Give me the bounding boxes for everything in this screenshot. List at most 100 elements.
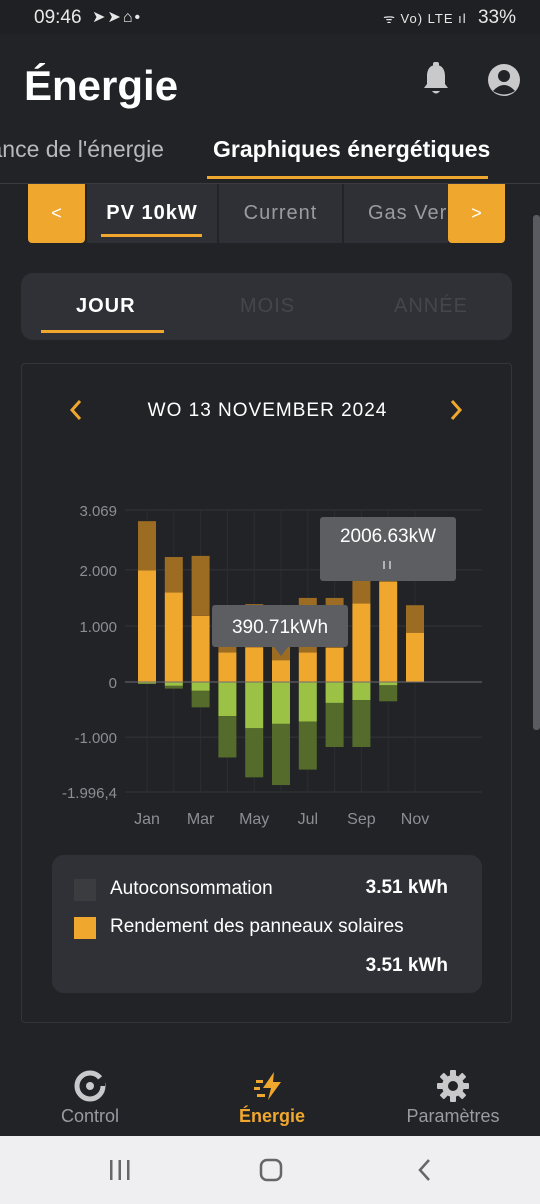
bar-self-consumption	[191, 682, 210, 691]
bar-self-consumption	[164, 682, 183, 686]
legend-value: 3.51 kWh	[365, 955, 448, 976]
device-selector: < PV 10kW Current Gas Ver >	[28, 184, 505, 243]
nav-energy[interactable]: Énergie	[182, 1060, 362, 1136]
bar-production-extra	[406, 605, 424, 633]
bar-self-consumption	[218, 682, 237, 717]
bar-production-extra	[164, 557, 183, 593]
battery-level: 33%	[477, 7, 516, 28]
status-time: 09:46	[34, 7, 82, 28]
bar-solar-yield	[352, 603, 371, 682]
bar-solar-yield	[138, 570, 156, 682]
bar-solar-yield	[325, 647, 344, 682]
active-period-indicator	[41, 330, 164, 333]
bar-solar-yield	[191, 615, 210, 682]
device-prev-button[interactable]: <	[28, 184, 85, 243]
tooltip-box	[212, 605, 348, 647]
bar-self-consumption	[325, 682, 344, 703]
period-year[interactable]: ANNÉE	[394, 295, 468, 317]
device-chip-current[interactable]: Current	[219, 184, 342, 243]
bar-solar-yield	[406, 632, 424, 682]
dot-icon: •	[134, 9, 143, 26]
chevron-left-icon[interactable]	[66, 396, 86, 424]
y-tick-label: 2.000	[79, 563, 117, 580]
x-tick-label: Sep	[347, 811, 376, 828]
period-month[interactable]: MOIS	[240, 295, 296, 317]
legend-swatch	[74, 879, 96, 901]
active-tab-indicator	[207, 176, 488, 179]
account-icon[interactable]	[486, 62, 522, 98]
active-device-indicator	[101, 234, 202, 237]
bar-grid-import	[164, 685, 183, 689]
scrollbar[interactable]	[533, 215, 540, 730]
signal-icon: ᯤ Vo) LTE ıl	[383, 11, 467, 26]
bar-self-consumption	[379, 682, 398, 686]
x-tick-label: Jan	[134, 811, 160, 828]
back-icon[interactable]	[410, 1156, 440, 1184]
bar-self-consumption	[138, 682, 156, 684]
system-navigation-bar	[0, 1136, 540, 1204]
date-navigator: WO 13 NOVEMBER 2024	[22, 394, 513, 430]
bar-solar-yield	[245, 647, 264, 682]
bar-production-extra	[138, 521, 156, 571]
y-tick-label: -1.000	[74, 730, 117, 747]
y-tick-label: 1.000	[79, 619, 117, 636]
page-title: Énergie	[24, 62, 179, 109]
bar-self-consumption	[352, 682, 371, 701]
status-left-icons: ➤➤⌂•	[92, 7, 142, 27]
y-tick-label: -1.996,4	[62, 785, 117, 802]
recents-icon[interactable]	[105, 1156, 135, 1184]
period-selector: JOUR MOIS ANNÉE	[21, 273, 512, 340]
gear-icon	[437, 1070, 469, 1102]
bar-grid-import	[298, 721, 317, 770]
y-tick-label: 0	[109, 675, 117, 692]
tooltip-text: 2006.63kW	[340, 526, 436, 547]
tab-energy-charts[interactable]: Graphiques énergétiques	[213, 136, 491, 162]
device-chip-gas[interactable]: Gas Ver	[344, 184, 448, 243]
legend-swatch	[74, 917, 96, 939]
home-app-icon: ⌂	[122, 9, 135, 26]
bar-production-extra	[191, 555, 210, 616]
navigation-icon: ➤	[107, 9, 123, 26]
y-tick-label: 3.069	[79, 503, 117, 520]
tab-energy-performance[interactable]: sance de l'énergie	[0, 136, 164, 162]
status-right: ᯤ Vo) LTE ıl 33%	[383, 7, 516, 29]
nav-label: Paramètres	[406, 1106, 500, 1126]
device-next-button[interactable]: >	[448, 184, 505, 243]
period-day[interactable]: JOUR	[76, 295, 136, 317]
control-icon	[74, 1070, 106, 1102]
x-tick-label: May	[239, 811, 269, 828]
bar-self-consumption	[245, 682, 264, 729]
legend-value: 3.51 kWh	[365, 877, 448, 898]
navigation-icon: ➤	[92, 9, 108, 26]
energy-bar-chart: 3.069 2.000 1.000 0 -1.000 -1.996,4 Jan Mar May J…	[62, 503, 482, 828]
bar-grid-import	[379, 685, 398, 702]
nav-control[interactable]: Control	[0, 1060, 180, 1136]
tooltip-pointer	[274, 647, 288, 656]
tooltip-box	[320, 517, 456, 581]
bar-self-consumption	[298, 682, 317, 722]
nav-settings[interactable]: Paramètres	[363, 1060, 540, 1136]
nav-label: Énergie	[238, 1106, 306, 1126]
bar-grid-import	[218, 716, 237, 758]
bar-grid-import	[191, 690, 210, 708]
tooltip-marker	[383, 561, 391, 569]
bar-grid-import	[352, 700, 371, 748]
bar-solar-yield	[379, 581, 398, 682]
bar-solar-yield	[298, 652, 317, 682]
device-chip-pv[interactable]: PV 10kW	[87, 184, 217, 243]
legend-label: Rendement des panneaux solaires	[110, 916, 404, 937]
energy-chart-card: WO 13 NOVEMBER 2024 3.069 2.000 1.000 0 -1.0…	[21, 363, 512, 1023]
legend-label: Autoconsommation	[110, 878, 273, 899]
energy-tabs: sance de l'énergie Graphiques énergétiqu…	[0, 134, 540, 184]
bar-grid-import	[325, 702, 344, 748]
bar-self-consumption	[272, 682, 290, 724]
nav-label: Control	[60, 1106, 120, 1126]
x-tick-label: Jul	[298, 811, 318, 828]
bar-grid-import	[272, 723, 290, 786]
chevron-right-icon[interactable]	[446, 396, 466, 424]
home-icon[interactable]	[256, 1156, 286, 1184]
tooltip-text: 390.71kWh	[232, 617, 328, 638]
bell-icon[interactable]	[420, 62, 452, 98]
bar-solar-yield	[218, 652, 237, 682]
x-tick-label: Mar	[187, 811, 215, 828]
